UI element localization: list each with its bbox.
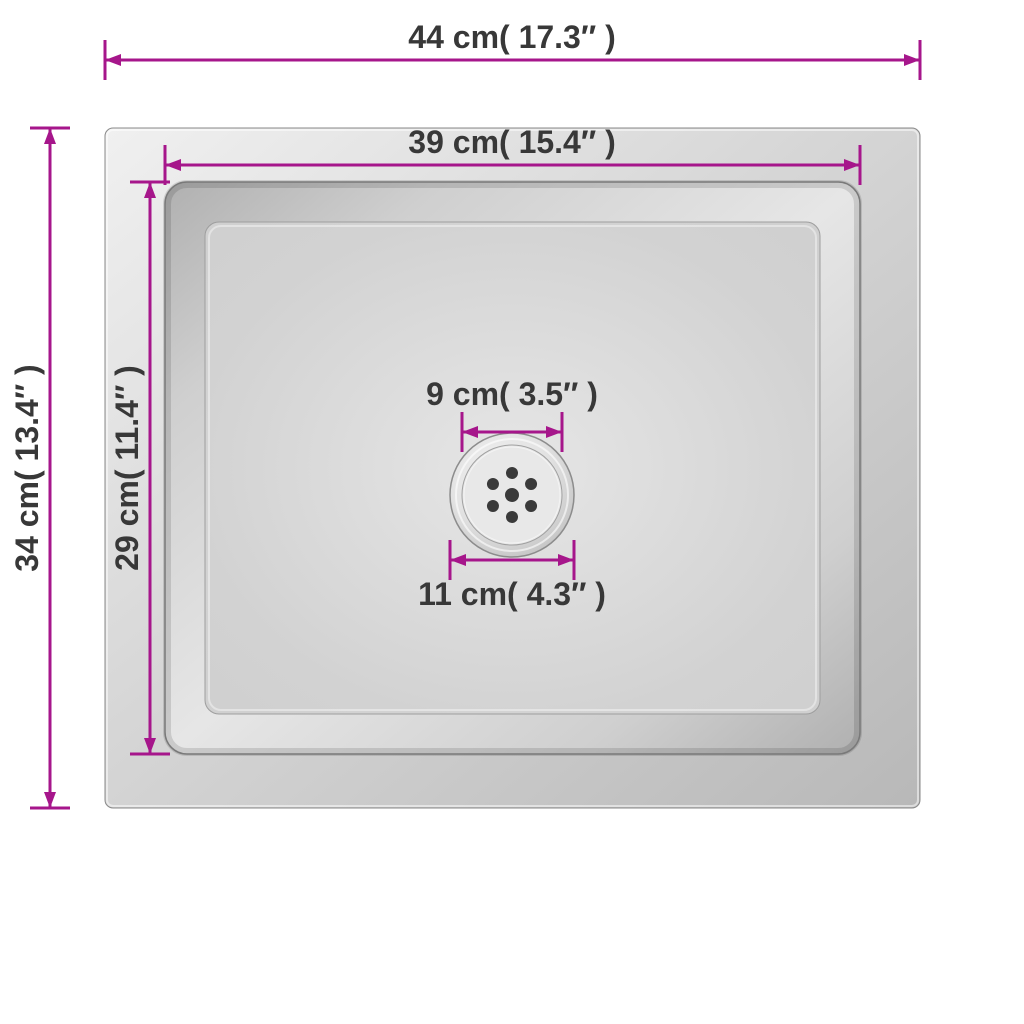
sink-drain	[450, 433, 574, 557]
outer-width-label: 44 cm( 17.3″ )	[408, 19, 615, 55]
sink-diagram	[105, 128, 920, 808]
outer-width: 44 cm( 17.3″ )	[105, 19, 920, 80]
drain-top-label: 9 cm( 3.5″ )	[426, 376, 598, 412]
outer-height-label: 34 cm( 13.4″ )	[9, 364, 45, 571]
outer-height: 34 cm( 13.4″ )	[9, 128, 70, 808]
drain-bottom-label: 11 cm( 4.3″ )	[418, 576, 606, 612]
inner-width-label: 39 cm( 15.4″ )	[408, 124, 615, 160]
inner-height-label: 29 cm( 11.4″ )	[109, 365, 145, 571]
